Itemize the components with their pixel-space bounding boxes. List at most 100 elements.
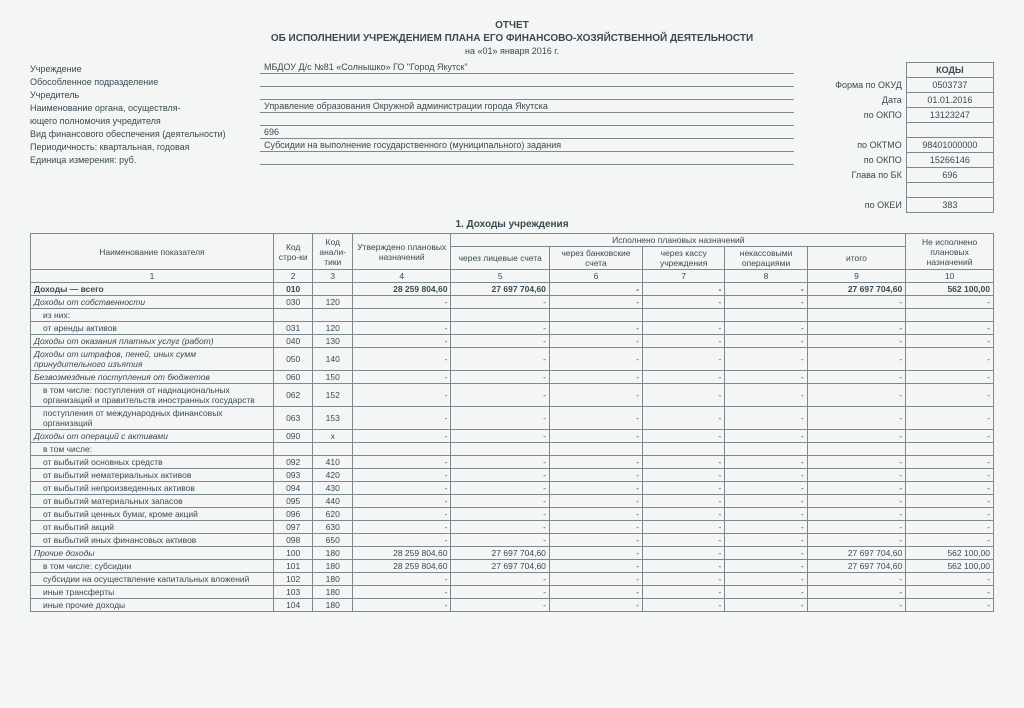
row-c7: - <box>642 586 724 599</box>
row-code: 096 <box>273 508 313 521</box>
row-ana: 153 <box>313 407 353 430</box>
row-name: от выбытий основных средств <box>31 456 274 469</box>
meta-label: ющего полномочия учредителя <box>30 116 260 126</box>
row-c7: - <box>642 456 724 469</box>
row-c8 <box>725 443 807 456</box>
row-c6: - <box>549 283 642 296</box>
th-c6: через банковские счета <box>549 247 642 270</box>
row-c6: - <box>549 508 642 521</box>
row-c6: - <box>549 573 642 586</box>
row-code <box>273 309 313 322</box>
meta-label: Единица измерения: руб. <box>30 155 260 165</box>
row-c6 <box>549 443 642 456</box>
row-name: в том числе: поступления от наднациональ… <box>31 384 274 407</box>
row-c8: - <box>725 430 807 443</box>
th-n6: 6 <box>549 270 642 283</box>
code-label: по ОКПО <box>804 153 906 168</box>
row-c10: - <box>906 573 994 586</box>
row-c10: - <box>906 348 994 371</box>
row-c9: - <box>807 456 905 469</box>
row-code: 090 <box>273 430 313 443</box>
row-c9: - <box>807 495 905 508</box>
row-c4: - <box>353 322 451 335</box>
row-c9: - <box>807 430 905 443</box>
row-c8: - <box>725 335 807 348</box>
th-approved: Утверждено плановых назначений <box>353 234 451 270</box>
row-code: 030 <box>273 296 313 309</box>
row-c4: 28 259 804,60 <box>353 283 451 296</box>
row-c5: - <box>451 296 549 309</box>
row-c7 <box>642 443 724 456</box>
row-c4: 28 259 804,60 <box>353 547 451 560</box>
row-c6: - <box>549 335 642 348</box>
meta-label: Вид финансового обеспечения (деятельност… <box>30 129 260 139</box>
row-name: в том числе: <box>31 443 274 456</box>
meta-label: Обособленное подразделение <box>30 77 260 87</box>
row-name: поступления от международных финансовых … <box>31 407 274 430</box>
row-c9: - <box>807 469 905 482</box>
th-code: Код стро-ки <box>273 234 313 270</box>
row-c10: - <box>906 508 994 521</box>
row-c6: - <box>549 560 642 573</box>
row-name: Доходы от операций с активами <box>31 430 274 443</box>
row-c6: - <box>549 469 642 482</box>
th-c7: через кассу учреждения <box>642 247 724 270</box>
row-c5: 27 697 704,60 <box>451 547 549 560</box>
th-n9: 9 <box>807 270 905 283</box>
row-c9: - <box>807 322 905 335</box>
row-c10: 562 100,00 <box>906 283 994 296</box>
row-name: от выбытий иных финансовых активов <box>31 534 274 547</box>
row-c5: 27 697 704,60 <box>451 283 549 296</box>
row-c5: - <box>451 495 549 508</box>
row-ana: 180 <box>313 573 353 586</box>
row-c6: - <box>549 430 642 443</box>
th-executed-group: Исполнено плановых назначений <box>451 234 906 247</box>
code-label: по ОКТМО <box>804 138 906 153</box>
row-c5: - <box>451 508 549 521</box>
row-c8: - <box>725 371 807 384</box>
row-c4: - <box>353 482 451 495</box>
row-c7: - <box>642 599 724 612</box>
row-c6: - <box>549 296 642 309</box>
row-ana <box>313 309 353 322</box>
row-c10: - <box>906 534 994 547</box>
th-n3: 3 <box>313 270 353 283</box>
row-c7: - <box>642 560 724 573</box>
row-c9: - <box>807 534 905 547</box>
code-value <box>906 183 993 198</box>
row-c6: - <box>549 534 642 547</box>
row-c6: - <box>549 456 642 469</box>
th-n10: 10 <box>906 270 994 283</box>
row-c7: - <box>642 371 724 384</box>
row-c9: - <box>807 296 905 309</box>
meta-value <box>260 114 794 126</box>
th-c9: итого <box>807 247 905 270</box>
row-ana: 410 <box>313 456 353 469</box>
row-ana: 152 <box>313 384 353 407</box>
row-c6: - <box>549 384 642 407</box>
row-code: 092 <box>273 456 313 469</box>
row-c8: - <box>725 296 807 309</box>
row-c10: - <box>906 384 994 407</box>
row-name: от выбытий материальных запасов <box>31 495 274 508</box>
row-name: субсидии на осуществление капитальных вл… <box>31 573 274 586</box>
row-name: Доходы — всего <box>31 283 274 296</box>
row-name: Безвозмездные поступления от бюджетов <box>31 371 274 384</box>
row-code: 031 <box>273 322 313 335</box>
row-c9 <box>807 443 905 456</box>
row-name: Доходы от собственности <box>31 296 274 309</box>
row-c8 <box>725 309 807 322</box>
row-c4: - <box>353 456 451 469</box>
row-c4: - <box>353 599 451 612</box>
row-c4: - <box>353 430 451 443</box>
row-c6: - <box>549 348 642 371</box>
row-c4 <box>353 443 451 456</box>
code-value <box>906 123 993 138</box>
meta-value <box>260 153 794 165</box>
row-name: иные трансферты <box>31 586 274 599</box>
row-ana: х <box>313 430 353 443</box>
row-code: 104 <box>273 599 313 612</box>
row-name: в том числе: субсидии <box>31 560 274 573</box>
row-c7: - <box>642 508 724 521</box>
meta-label: Наименование органа, осуществля- <box>30 103 260 113</box>
